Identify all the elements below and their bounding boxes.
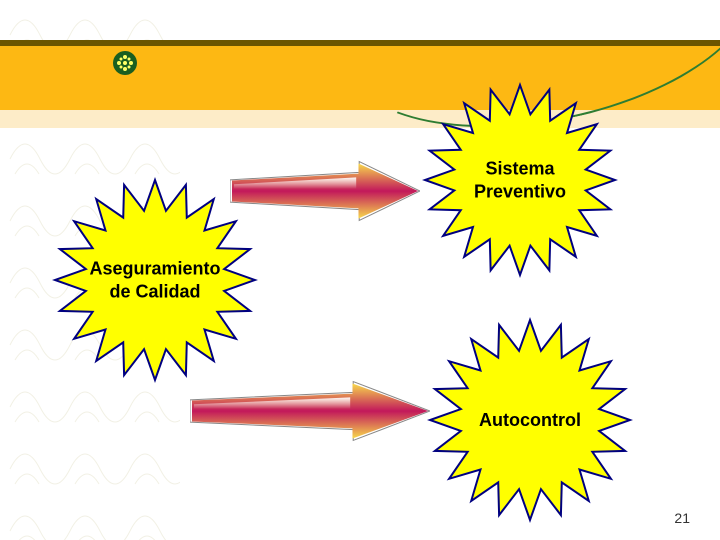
burst-sistema: SistemaPreventivo xyxy=(421,81,619,279)
arrow-bottom xyxy=(190,380,430,442)
slide: Aseguramientode Calidad SistemaPreventivo… xyxy=(0,0,720,540)
burst-autocontrol: Autocontrol xyxy=(426,316,634,524)
burst-label-aseguramiento: Aseguramientode Calidad xyxy=(89,258,220,303)
logo-icon xyxy=(110,48,140,78)
page-number: 21 xyxy=(674,510,690,526)
burst-aseguramiento: Aseguramientode Calidad xyxy=(51,176,259,384)
burst-label-sistema: SistemaPreventivo xyxy=(474,158,566,203)
burst-label-autocontrol: Autocontrol xyxy=(479,409,581,432)
